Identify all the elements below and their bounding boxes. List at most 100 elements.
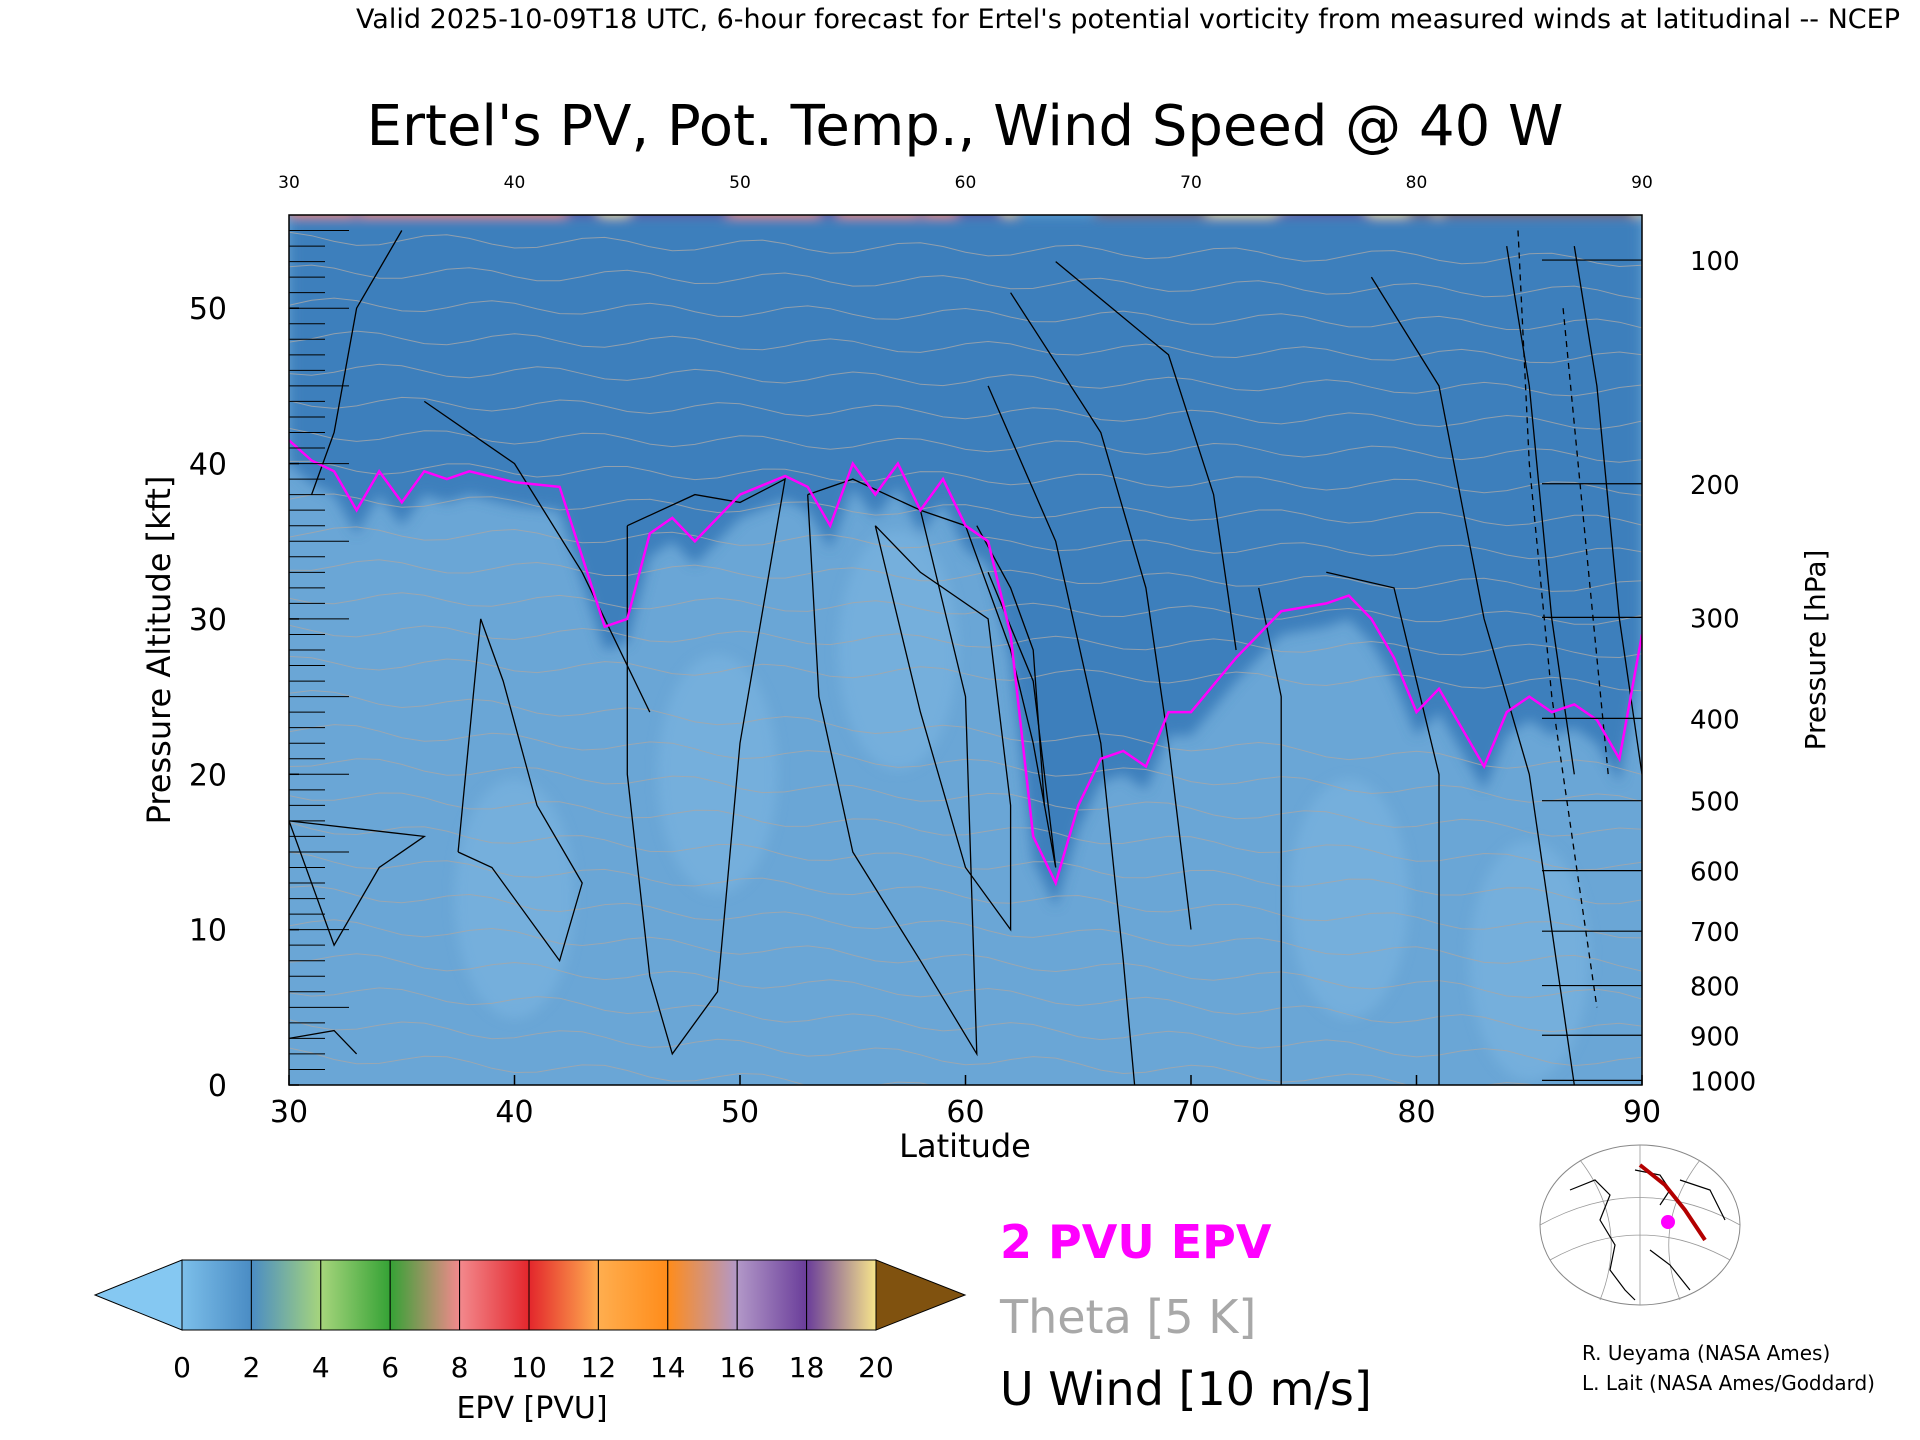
header-text: Valid 2025-10-09T18 UTC, 6-hour forecast… (356, 4, 1900, 35)
colorbar-tick-3: 6 (381, 1351, 399, 1384)
theta-contour-25 (289, 231, 1642, 268)
y2-axis-label: Pressure [hPa] (1799, 550, 1832, 751)
theta-contour-24 (289, 264, 1642, 300)
theta-contour-5 (289, 885, 1642, 972)
x-tick-label-1: 40 (495, 1095, 533, 1130)
theta-contour-6 (289, 851, 1642, 939)
colorbar-tick-10: 20 (858, 1351, 894, 1384)
pv-color-bands (289, 215, 1642, 1081)
y-tick-label-5: 50 (189, 292, 227, 327)
x-tick-label-4: 70 (1172, 1095, 1210, 1130)
theta-contour-4 (289, 919, 1642, 1000)
theta-contour-2 (289, 987, 1642, 1067)
colorbar-block-4 (459, 1259, 530, 1331)
x-top-tick-label-6: 90 (1631, 173, 1653, 193)
x-tick-label-3: 60 (946, 1095, 984, 1130)
x-top-tick-label-2: 50 (729, 173, 751, 193)
colorbar-tick-6: 12 (581, 1351, 617, 1384)
wind-contour-14 (289, 820, 427, 947)
wind-contour-2 (807, 478, 978, 1057)
theta-contour-13 (289, 624, 1642, 659)
wind-contour-16 (423, 400, 651, 713)
colorbar-tick-8: 16 (719, 1351, 755, 1384)
pressure-tick-label-9: 1000 (1690, 1067, 1756, 1097)
legend-2pvu: 2 PVU EPV (1000, 1215, 1272, 1269)
wind-contour-11 (1370, 276, 1575, 1085)
colorbar-block-2 (320, 1259, 391, 1331)
colorbar-tick-7: 14 (650, 1351, 686, 1384)
x-axis-top: 30 40 50 60 70 80 90 (278, 173, 1653, 193)
pv-band-base (289, 215, 1642, 907)
y-tick-label-3: 30 (189, 603, 227, 638)
chart-title: Ertel's PV, Pot. Temp., Wind Speed @ 40 … (367, 94, 1564, 159)
theta-contour-22 (289, 330, 1642, 364)
y-axis: 0 10 20 30 40 50 (189, 214, 349, 1104)
theta-contour-21 (289, 363, 1642, 397)
wind-contour-negative-1 (1562, 308, 1609, 775)
colorbar-block-0 (181, 1259, 252, 1331)
x-tick-label-2: 50 (721, 1095, 759, 1130)
theta-contour-15 (289, 559, 1642, 592)
x-top-tick-label-5: 80 (1406, 173, 1428, 193)
wind-contour-12 (1506, 245, 1575, 775)
legend: 2 PVU EPV Theta [5 K] U Wind [10 m/s] (999, 1215, 1372, 1416)
colorbar-block-1 (250, 1259, 322, 1331)
pv-light-patch-2 (837, 530, 958, 770)
pressure-tick-label-2: 300 (1690, 604, 1740, 634)
map-graticule (1539, 1145, 1741, 1305)
pressure-tick-label-8: 900 (1690, 1022, 1740, 1052)
colorbar-tick-1: 2 (242, 1351, 260, 1384)
u-wind-contours (289, 230, 1642, 1085)
colorbar-block-8 (736, 1259, 808, 1331)
x-top-tick-label-1: 40 (504, 173, 526, 193)
colorbar-block-9 (806, 1259, 877, 1331)
theta-contour-9 (289, 758, 1642, 837)
y-axis-label: Pressure Altitude [kft] (140, 476, 178, 825)
locator-map (1539, 1144, 1741, 1306)
pressure-tick-label-1: 200 (1690, 471, 1740, 501)
theta-contour-3 (289, 953, 1642, 1033)
wind-contour-1 (626, 477, 786, 1056)
colorbar-tick-9: 18 (789, 1351, 825, 1384)
theta-contour-11 (289, 689, 1642, 775)
colorbar-blocks (93, 1259, 967, 1331)
wind-contour-7 (1010, 292, 1192, 930)
colorbar-tick-0: 0 (173, 1351, 191, 1384)
x-tick-label-6: 90 (1623, 1095, 1661, 1130)
pressure-tick-label-0: 100 (1690, 247, 1740, 277)
colorbar-tick-5: 10 (511, 1351, 547, 1384)
theta-contour-14 (289, 592, 1642, 625)
theta-contour-20 (289, 396, 1642, 430)
theta-contour-23 (289, 297, 1642, 331)
wind-contour-9 (1258, 587, 1282, 1085)
x-axis-label: Latitude (899, 1127, 1031, 1165)
colorbar-over-triangle (875, 1259, 967, 1331)
pressure-tick-label-6: 700 (1690, 918, 1740, 948)
theta-contour-0 (289, 1047, 932, 1085)
wind-contour-0 (457, 618, 583, 963)
colorbar-tick-4: 8 (451, 1351, 469, 1384)
theta-contours (289, 231, 1642, 1085)
colorbar-block-7 (667, 1259, 738, 1331)
colorbar-block-3 (389, 1259, 461, 1331)
colorbar-label: EPV [PVU] (456, 1391, 607, 1426)
y-tick-label-1: 10 (189, 914, 227, 949)
y-tick-label-0: 0 (208, 1069, 227, 1104)
wind-contour-10 (1326, 571, 1440, 1085)
pressure-tick-label-4: 500 (1690, 788, 1740, 818)
plot-area (289, 215, 1642, 1085)
credit-1: R. Ueyama (NASA Ames) (1582, 1341, 1830, 1365)
pressure-tick-label-7: 800 (1690, 973, 1740, 1003)
wind-contour-5 (976, 525, 1046, 806)
wind-contour-15 (289, 1029, 358, 1055)
y-axis-pressure: 100 200 300 400 500 600 700 800 900 1000 (1542, 247, 1756, 1097)
map-marker (1661, 1215, 1675, 1229)
theta-contour-18 (289, 460, 1642, 496)
wind-contour-3 (874, 525, 1012, 932)
theta-contour-12 (289, 655, 1642, 692)
pv-2pvu-contour (289, 439, 1642, 887)
theta-contour-7 (289, 821, 1642, 905)
wind-contour-6 (987, 385, 1136, 1085)
x-top-tick-label-0: 30 (278, 173, 300, 193)
